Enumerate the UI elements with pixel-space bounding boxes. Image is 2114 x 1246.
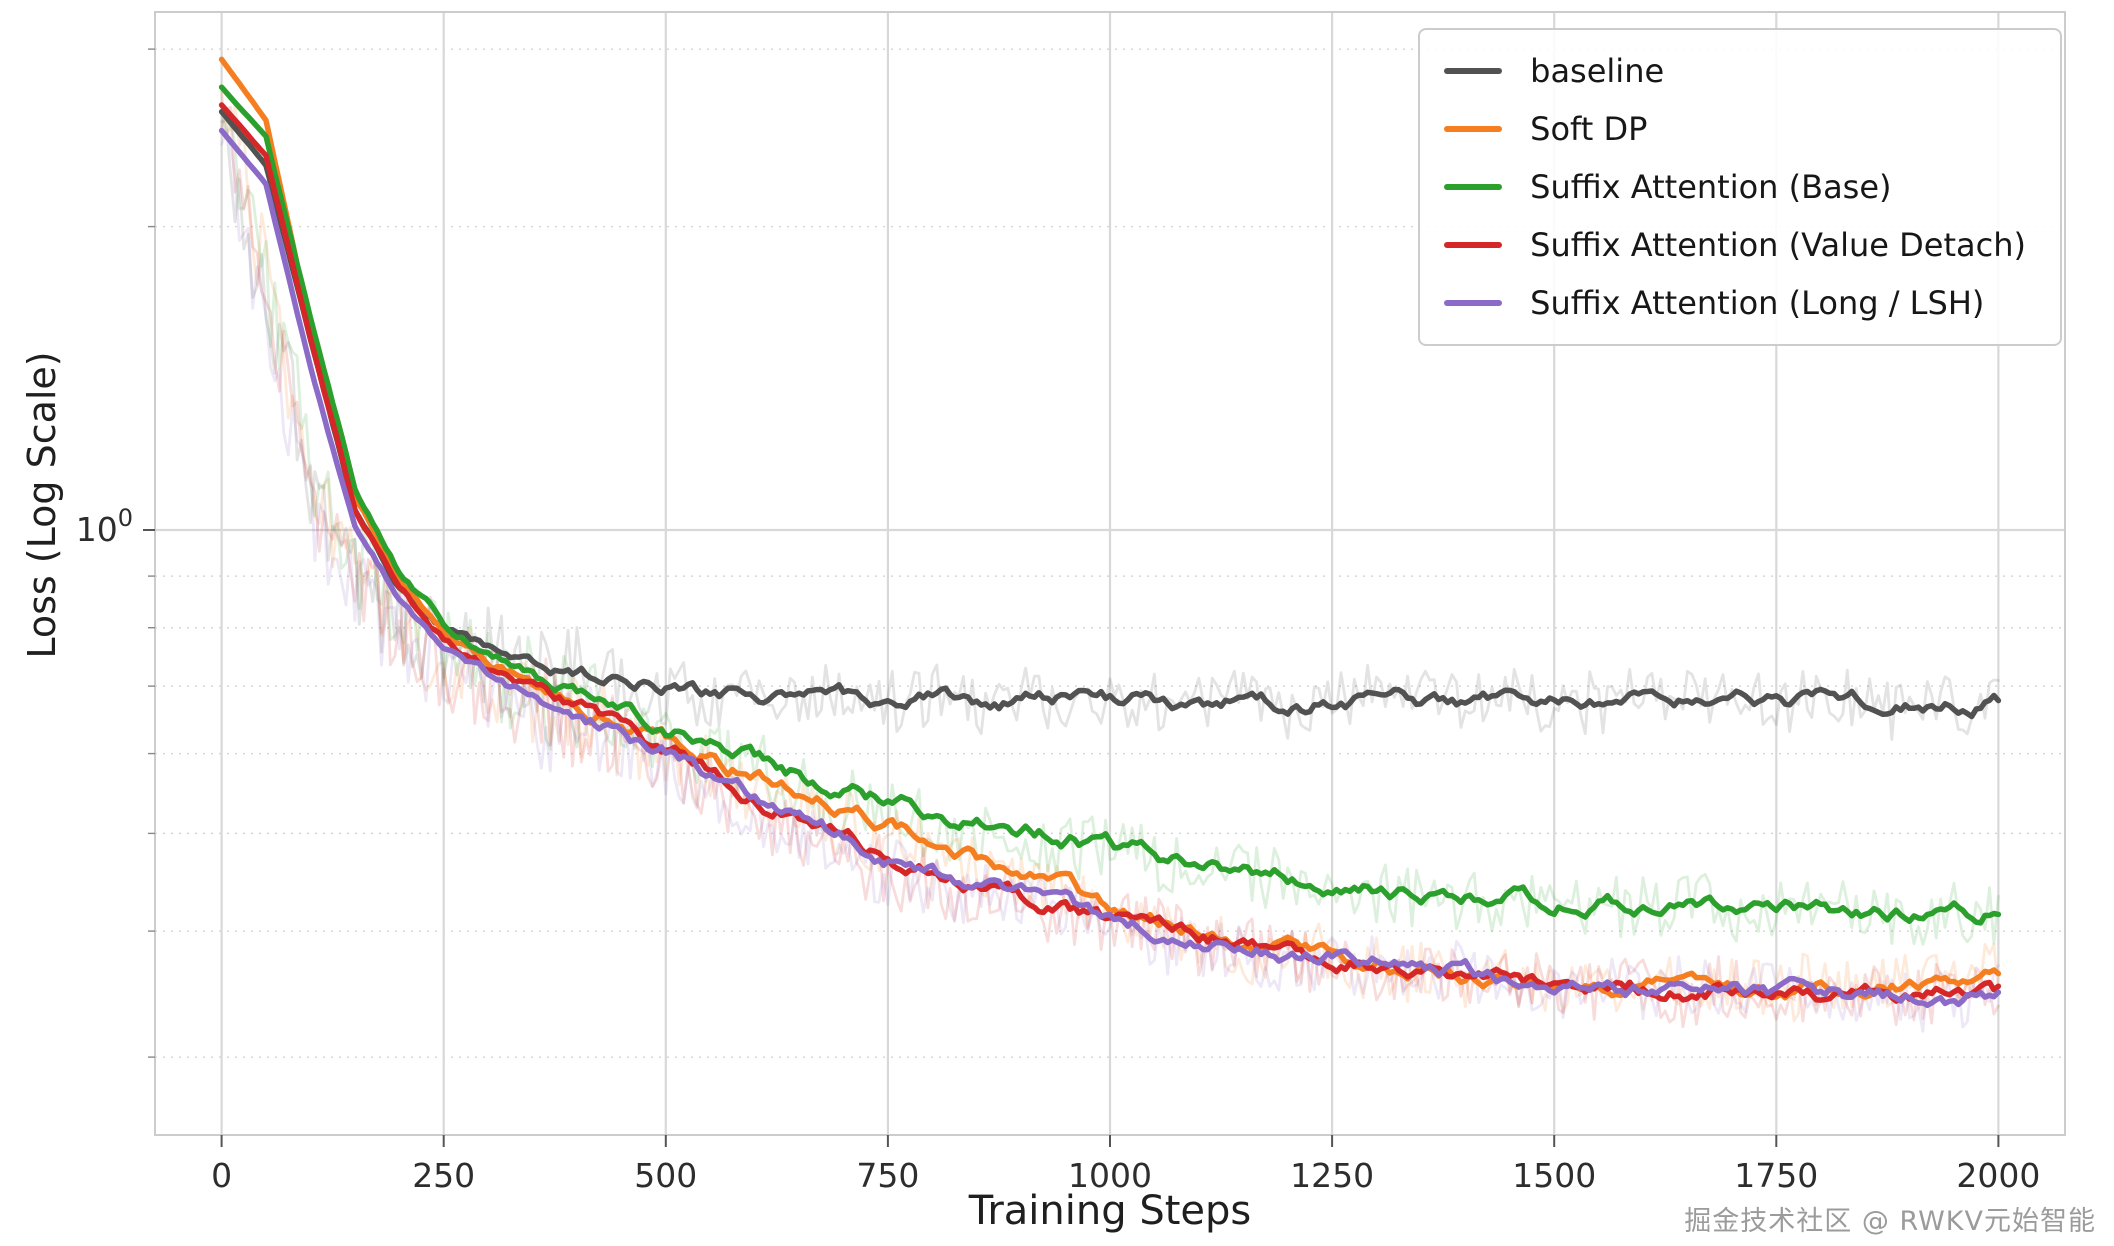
- legend-label-suffix-attention-value-detach: Suffix Attention (Value Detach): [1530, 226, 2026, 264]
- legend-item-soft-dp: Soft DP: [1444, 100, 2026, 158]
- x-tick-label: 2000: [1956, 1156, 2040, 1195]
- curve-suffix-attention-long-lsh: [218, 127, 2002, 1009]
- x-tick-label: 1000: [1068, 1156, 1152, 1195]
- legend-swatch-suffix-attention-value-detach: [1444, 242, 1503, 248]
- raw-curve-suffix-attention-long-lsh: [220, 131, 2000, 1033]
- legend-swatch-baseline: [1444, 68, 1503, 74]
- legend-item-baseline: baseline: [1444, 42, 2026, 100]
- x-tick-label: 0: [211, 1156, 232, 1195]
- y-tick-label: 100: [76, 504, 133, 549]
- legend-label-baseline: baseline: [1530, 52, 1665, 90]
- legend-label-soft-dp: Soft DP: [1530, 110, 1648, 148]
- legend-swatch-suffix-attention-base: [1444, 184, 1503, 190]
- curve-baseline: [218, 108, 2002, 720]
- legend-swatch-suffix-attention-long-lsh: [1444, 300, 1503, 306]
- raw-curve-suffix-attention-base: [220, 109, 2000, 946]
- smoothed-loss-curves: [218, 56, 2002, 1009]
- x-tick-label: 500: [634, 1156, 697, 1195]
- y-axis-label: Loss (Log Scale): [20, 351, 64, 659]
- legend-item-suffix-attention-base: Suffix Attention (Base): [1444, 158, 2026, 216]
- raw-curve-baseline: [220, 120, 2000, 741]
- curve-suffix-attention-base: [218, 84, 2002, 926]
- legend: baseline Soft DP Suffix Attention (Base) Su…: [1418, 28, 2062, 346]
- x-axis-label: Training Steps: [968, 1188, 1252, 1234]
- watermark: 掘金技术社区 @ RWKV元始智能: [1684, 1206, 2096, 1237]
- legend-swatch-soft-dp: [1444, 126, 1503, 132]
- legend-label-suffix-attention-long-lsh: Suffix Attention (Long / LSH): [1530, 284, 1985, 322]
- curve-soft-dp: [218, 56, 2002, 1001]
- axes: 0 250 500 750 1000 1250 1500 1750 2000 100: [76, 48, 2040, 1195]
- legend-label-suffix-attention-base: Suffix Attention (Base): [1530, 168, 1892, 206]
- legend-item-suffix-attention-value-detach: Suffix Attention (Value Detach): [1444, 216, 2026, 274]
- x-tick-label: 1500: [1512, 1156, 1596, 1195]
- x-tick-label: 1250: [1290, 1156, 1374, 1195]
- x-tick-label: 1750: [1734, 1156, 1818, 1195]
- x-tick-label: 250: [412, 1156, 475, 1195]
- x-tick-label: 750: [856, 1156, 919, 1195]
- legend-item-suffix-attention-long-lsh: Suffix Attention (Long / LSH): [1444, 274, 2026, 332]
